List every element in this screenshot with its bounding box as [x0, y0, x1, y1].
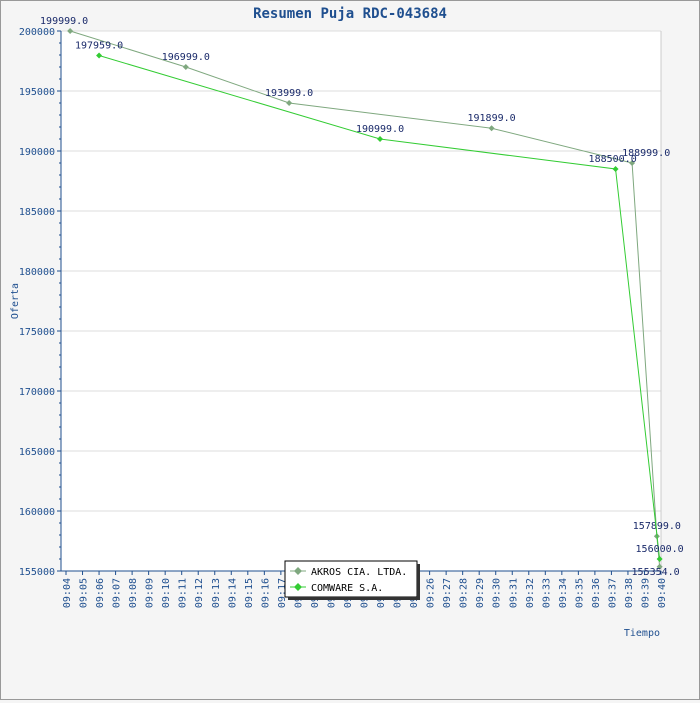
- x-tick-label: 09:09: [145, 578, 156, 608]
- x-tick-label: 09:13: [211, 578, 222, 608]
- series-line: [98, 55, 661, 560]
- data-point: [182, 64, 189, 71]
- data-label: 157899.0: [633, 521, 681, 532]
- data-point: [656, 563, 663, 570]
- x-tick-label: 09:06: [95, 578, 106, 608]
- legend-marker-comware: [294, 583, 302, 591]
- x-tick-label: 09:05: [79, 578, 90, 608]
- grid-lines: [61, 30, 662, 571]
- y-axis: 155000 160000 165000 170000 175000 180000 1850…: [19, 27, 62, 578]
- x-tick-label: 09:10: [161, 578, 172, 608]
- data-point: [629, 160, 636, 167]
- x-tick-label: 09:31: [508, 578, 519, 608]
- data-label: 193999.0: [265, 88, 313, 99]
- x-tick-label: 09:37: [607, 578, 618, 608]
- x-tick-label: 09:04: [62, 578, 73, 608]
- data-label: 197959.0: [75, 40, 123, 51]
- x-tick-label: 09:36: [591, 578, 602, 608]
- y-tick-label: 185000: [19, 207, 55, 218]
- y-tick-label: 175000: [19, 327, 55, 338]
- x-tick-label: 09:15: [244, 578, 255, 608]
- chart-title: Resumen Puja RDC-043684: [253, 6, 447, 22]
- y-tick-label: 165000: [19, 447, 55, 458]
- data-point: [612, 166, 619, 172]
- x-tick-label: 09:39: [640, 578, 651, 608]
- plot-area: [61, 31, 661, 571]
- x-tick-label: 09:11: [178, 578, 189, 608]
- x-tick-label: 09:30: [492, 578, 503, 608]
- y-tick-label: 155000: [19, 567, 55, 578]
- x-tick-label: 09:32: [525, 578, 536, 608]
- legend-shadow: [288, 597, 420, 600]
- x-tick-label: 09:40: [657, 578, 668, 608]
- series-layer: 199999.0 196999.0 193999.0 191899.0 188999.0…: [40, 16, 684, 578]
- x-tick-label: 09:17: [277, 578, 288, 608]
- y-axis-label: Oferta: [10, 283, 21, 319]
- x-tick-label: 09:28: [459, 578, 470, 608]
- x-axis-label: Tiempo: [624, 628, 660, 639]
- data-label: 188500.0: [589, 154, 637, 165]
- data-point: [656, 556, 663, 562]
- y-tick-label: 195000: [19, 87, 55, 98]
- x-tick-label: 09:29: [475, 578, 486, 608]
- y-tick-label: 190000: [19, 147, 55, 158]
- legend: AKROS CIA. LTDA. COMWARE S.A.: [284, 560, 420, 600]
- x-tick-label: 09:33: [541, 578, 552, 608]
- data-point: [67, 28, 74, 35]
- x-tick-label: 09:34: [558, 578, 569, 608]
- data-point: [96, 52, 103, 59]
- y-tick-label: 160000: [19, 507, 55, 518]
- data-label: 190999.0: [356, 124, 404, 135]
- data-point: [488, 125, 495, 132]
- legend-label-comware: COMWARE S.A.: [311, 583, 383, 594]
- y-tick-label: 170000: [19, 387, 55, 398]
- data-label: 188999.0: [622, 148, 670, 159]
- data-point: [377, 136, 384, 143]
- x-tick-label: 09:08: [128, 578, 139, 608]
- legend-label-akros: AKROS CIA. LTDA.: [311, 567, 407, 578]
- y-tick-label: 200000: [19, 27, 55, 38]
- data-label: 156000.0: [636, 544, 684, 555]
- series-0: 199999.0 196999.0 193999.0 191899.0 188999.0…: [40, 16, 681, 578]
- x-tick-label: 09:07: [112, 578, 123, 608]
- x-tick-label: 09:27: [442, 578, 453, 608]
- x-tick-label: 09:16: [260, 578, 271, 608]
- data-label: 196999.0: [162, 52, 210, 63]
- data-label: 199999.0: [40, 16, 88, 27]
- series-1: 197959.0 190999.0 188500.0 156000.0: [75, 40, 684, 562]
- legend-shadow: [417, 564, 420, 600]
- legend-box: [284, 560, 418, 598]
- x-tick-label: 09:26: [426, 578, 437, 608]
- data-label: 155354.0: [632, 567, 680, 578]
- data-label: 191899.0: [468, 113, 516, 124]
- x-tick-label: 09:35: [574, 578, 585, 608]
- data-point: [286, 100, 293, 107]
- x-tick-label: 09:14: [227, 578, 238, 608]
- x-tick-label: 09:12: [194, 578, 205, 608]
- x-tick-label: 09:38: [624, 578, 635, 608]
- y-tick-label: 180000: [19, 267, 55, 278]
- legend-marker-akros: [294, 567, 302, 575]
